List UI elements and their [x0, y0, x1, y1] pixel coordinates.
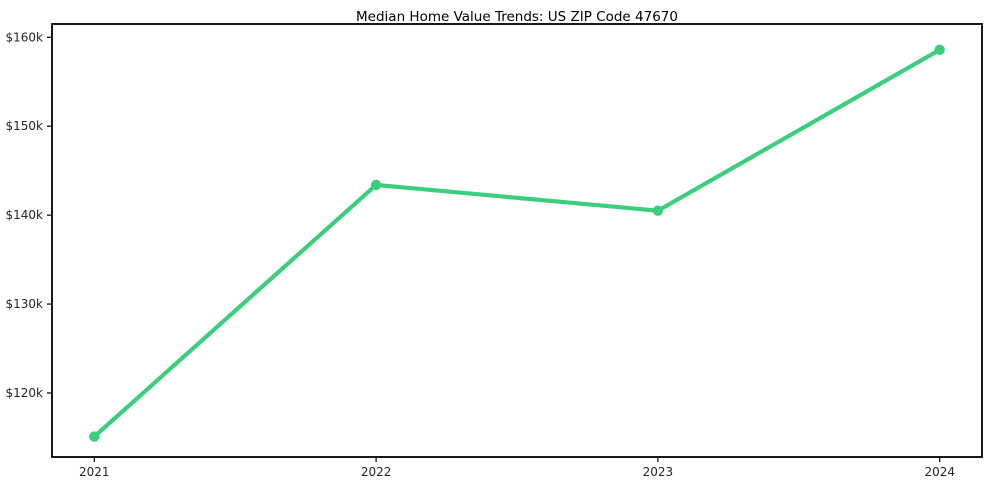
y-tick-label: $120k	[6, 386, 44, 400]
chart-axes: $120k $130k $140k $150k $160k 2021 2022 2023 202…	[6, 23, 983, 479]
data-point-2022	[370, 179, 382, 191]
y-tick-label: $150k	[6, 119, 44, 133]
x-tick-label: 2022	[361, 465, 392, 479]
series-line	[92, 47, 942, 439]
x-tick-label: 2023	[643, 465, 674, 479]
chart-title: Median Home Value Trends: US ZIP Code 47…	[356, 9, 678, 25]
plot-border	[51, 23, 983, 458]
y-tick-label: $160k	[6, 30, 44, 44]
chart-series	[89, 44, 945, 442]
data-point-2021	[89, 431, 100, 442]
y-tick-label: $130k	[6, 297, 44, 311]
x-tick-label: 2021	[79, 465, 110, 479]
x-tick-label: 2024	[924, 465, 955, 479]
data-point-2023	[652, 205, 664, 216]
y-tick-label: $140k	[6, 208, 44, 222]
data-point-2024	[934, 44, 945, 55]
